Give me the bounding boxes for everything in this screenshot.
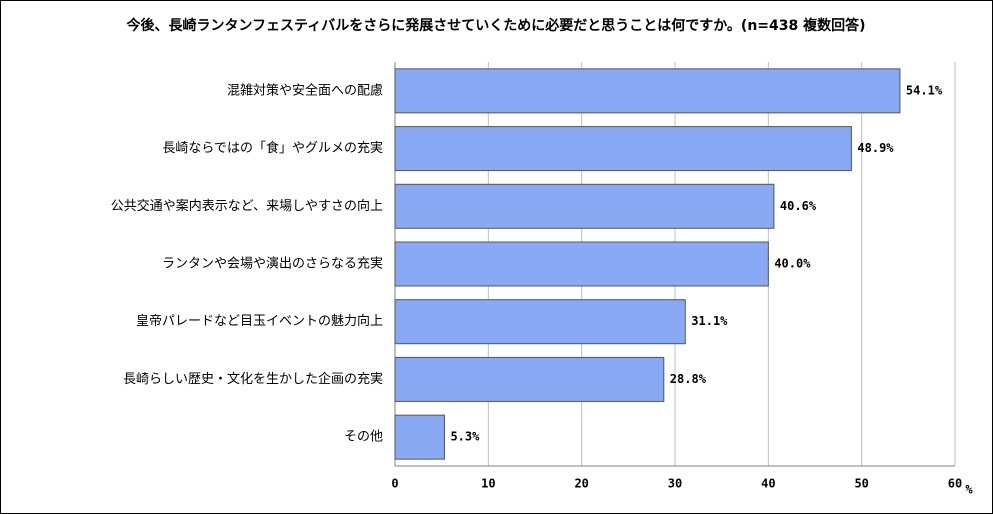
bar — [394, 356, 665, 402]
bar — [394, 414, 445, 460]
x-tick-label: 10 — [481, 477, 495, 491]
value-label: 28.8% — [670, 372, 707, 386]
y-tick-label: その他 — [344, 430, 383, 445]
x-tick-label: 50 — [854, 477, 868, 491]
chart-title: 今後、長崎ランタンフェスティバルをさらに発展させていくために必要だと思うことは何… — [125, 17, 865, 34]
value-label: 31.1% — [691, 314, 728, 328]
bar — [394, 299, 686, 345]
value-label: 48.9% — [857, 141, 894, 155]
x-axis-label: % — [965, 483, 973, 497]
y-tick-label: 公共交通や案内表示など、来場しやすさの向上 — [111, 198, 383, 214]
value-label: 54.1% — [906, 83, 943, 97]
x-tick-label: 60 — [948, 477, 962, 491]
x-tick-label: 40 — [761, 477, 775, 491]
x-tick-label: 30 — [668, 477, 682, 491]
y-tick-label: ランタンや会場や演出のさらなる充実 — [162, 256, 383, 272]
bar — [394, 68, 901, 114]
value-label: 40.6% — [780, 199, 817, 213]
y-tick-label: 長崎らしい歴史・文化を生かした企画の充実 — [123, 371, 383, 387]
value-label: 5.3% — [450, 430, 480, 444]
x-tick-label: 0 — [391, 477, 398, 491]
x-tick-label: 20 — [574, 477, 588, 491]
bar — [394, 126, 852, 172]
bar — [394, 241, 769, 287]
bar — [394, 183, 775, 229]
y-tick-label: 混雑対策や安全面への配慮 — [227, 82, 383, 98]
y-tick-label: 長崎ならではの「食」やグルメの充実 — [162, 140, 383, 156]
y-tick-label: 皇帝パレードなど目玉イベントの魅力向上 — [136, 313, 383, 329]
value-label: 40.0% — [774, 257, 811, 271]
